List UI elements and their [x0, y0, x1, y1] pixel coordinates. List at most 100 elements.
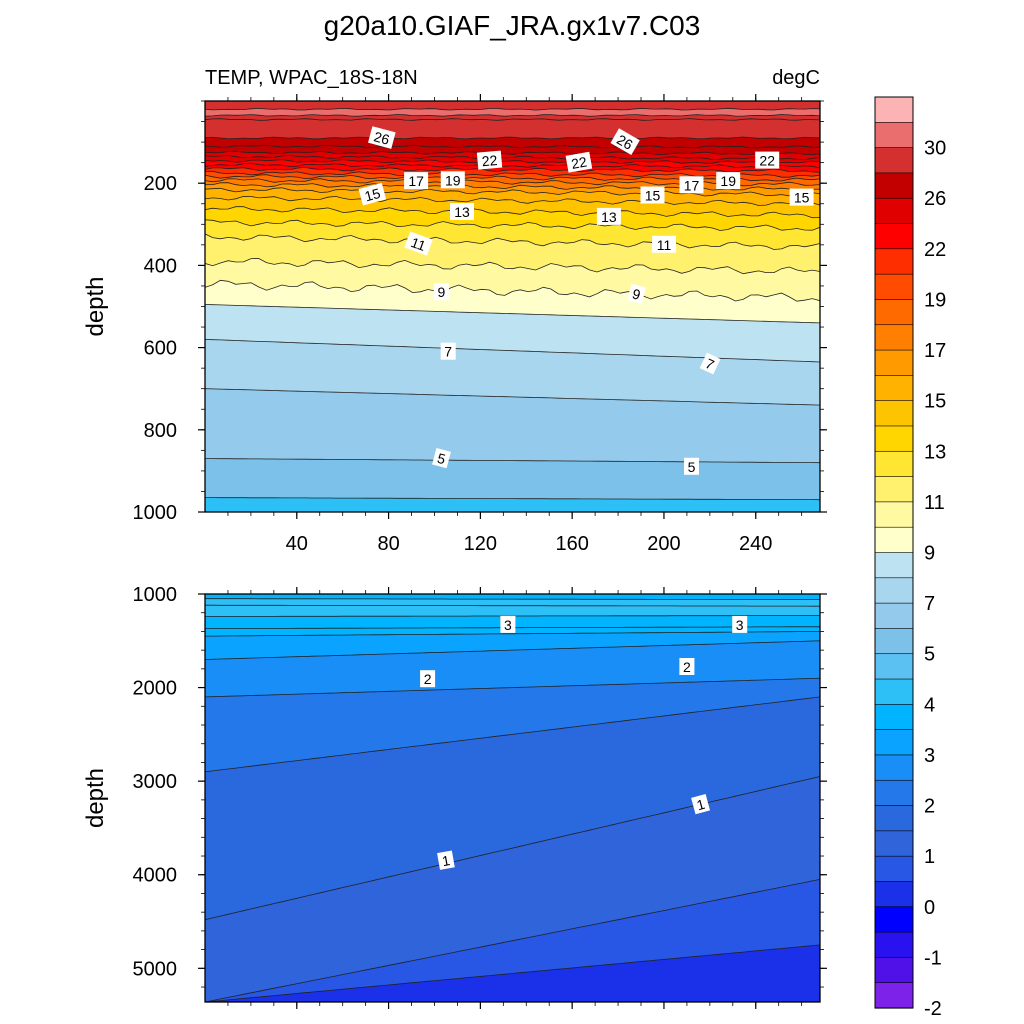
contour-label: 2 [420, 670, 436, 688]
y-tick-label: 200 [144, 173, 177, 195]
x-tick-label: 200 [647, 533, 680, 555]
colorbar-swatch [874, 653, 914, 680]
colorbar-label: 30 [924, 138, 946, 160]
colorbar-label: 22 [924, 239, 946, 261]
x-tick-label: 120 [464, 533, 497, 555]
colorbar-swatch [874, 982, 914, 1009]
x-tick-label: 40 [286, 533, 308, 555]
contour-label-text: 22 [481, 152, 498, 169]
colorbar-swatch [874, 526, 914, 554]
contour-label-text: 26 [372, 128, 391, 148]
colorbar-label: 15 [924, 391, 946, 413]
colorbar-swatch [874, 375, 914, 402]
upper-panel: 26 26 22 22 22 17 19 17 19 15 15 15 13 13 11 11 9 9 7 7 5 5 20… [82, 94, 827, 555]
contour-label-text: 15 [794, 190, 810, 206]
colorbar-swatch [874, 628, 914, 655]
contour-line-4 [205, 598, 820, 600]
colorbar-swatch [874, 906, 914, 933]
contour-line-14 [205, 195, 820, 206]
contour-label-text: 11 [657, 237, 672, 253]
contour-label: 13 [450, 203, 474, 220]
colorbar-label: 4 [924, 694, 935, 716]
contour-label: 19 [716, 172, 741, 190]
colorbar-swatch [874, 273, 914, 301]
colorbar-label: -1 [924, 947, 942, 969]
contour-label: 15 [640, 186, 665, 204]
lower-panel: 3 3 2 2 1 1 1000 2000 3000 4000 5000 depth [82, 584, 827, 1009]
contour-line-6 [205, 388, 820, 406]
colorbar-swatch [874, 931, 914, 958]
colorbar-swatch [874, 729, 914, 756]
y-tick-label: 1000 [133, 584, 178, 606]
colorbar-swatch [874, 147, 914, 174]
x-tick-label: 160 [555, 533, 588, 555]
y-tick-label: 4000 [133, 865, 178, 887]
contour-label: 7 [440, 342, 456, 360]
contour-label: 9 [433, 283, 449, 301]
contour-label-text: 15 [645, 188, 661, 204]
contour-line-0.5 [205, 879, 820, 1002]
colorbar-swatch [874, 299, 914, 326]
colorbar-label: 26 [924, 188, 946, 210]
colorbar-swatch [874, 172, 914, 199]
contour-label: 11 [404, 231, 433, 256]
colorbar-swatch [874, 122, 914, 149]
colorbar-label: 2 [924, 796, 935, 818]
y-tick-label: 3000 [133, 771, 178, 793]
colorbar-label: 9 [924, 543, 935, 565]
colorbar-label: 19 [924, 289, 946, 311]
colorbar-label: 3 [924, 745, 935, 767]
y-axis-label: depth [82, 768, 109, 828]
contour-label: 13 [596, 207, 621, 225]
subtitle-right: degC [772, 67, 820, 89]
contour-line-10 [205, 258, 820, 275]
y-axis-label: depth [82, 276, 109, 336]
colorbar-swatch [874, 450, 914, 478]
colorbar-swatch [874, 425, 914, 452]
colorbar-swatch [874, 881, 914, 908]
colorbar-swatch [874, 957, 914, 984]
contour-label: 3 [732, 615, 748, 633]
contour-line-5 [205, 458, 820, 464]
colorbar-swatch [874, 704, 914, 731]
x-tick-label: 240 [739, 533, 772, 555]
contour-label-text: 2 [683, 659, 691, 675]
contour-label-text: 3 [504, 617, 512, 633]
contour-line-8 [205, 304, 820, 324]
plot-frame [204, 593, 821, 1003]
colorbar-label: 11 [924, 492, 945, 514]
contour-label-text: 15 [363, 185, 382, 205]
colorbar-swatch [874, 552, 914, 579]
colorbar-swatch [874, 855, 914, 883]
colorbar-swatch [874, 577, 914, 604]
contour-label-text: 13 [454, 204, 470, 220]
contour-label-text: 9 [438, 284, 446, 300]
contour-label: 5 [432, 447, 451, 469]
contour-line-20 [205, 166, 820, 173]
y-tick-label: 600 [144, 338, 177, 360]
chart-title: g20a10.GIAF_JRA.gx1v7.C03 [324, 10, 701, 41]
colorbar-label: 5 [924, 644, 935, 666]
contour-line-1 [205, 776, 820, 921]
x-tick-label: 80 [377, 533, 399, 555]
contour-line-15 [205, 187, 820, 197]
subtitle-left: TEMP, WPAC_18S-18N [205, 67, 418, 89]
contour-label-text: 22 [570, 153, 588, 171]
contour-label: 5 [684, 457, 699, 475]
contour-label-text: 13 [601, 209, 617, 225]
colorbar-swatch [874, 805, 914, 832]
colorbar-swatch [874, 324, 914, 351]
y-tick-label: 400 [144, 255, 177, 277]
contour-line-1.5 [205, 696, 820, 773]
contour-label-text: 26 [614, 131, 636, 153]
contour-label: 2 [679, 658, 695, 675]
colorbar-label: -2 [924, 998, 942, 1020]
contour-label-text: 17 [684, 177, 700, 193]
contour-label: 26 [610, 128, 640, 156]
contour-line-23 [205, 154, 820, 161]
contour-label-text: 1 [695, 796, 707, 814]
contour-line-13 [205, 206, 820, 219]
contour-label-text: 22 [759, 153, 775, 169]
